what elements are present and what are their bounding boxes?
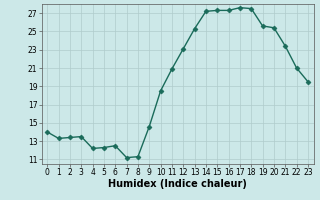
X-axis label: Humidex (Indice chaleur): Humidex (Indice chaleur) bbox=[108, 179, 247, 189]
